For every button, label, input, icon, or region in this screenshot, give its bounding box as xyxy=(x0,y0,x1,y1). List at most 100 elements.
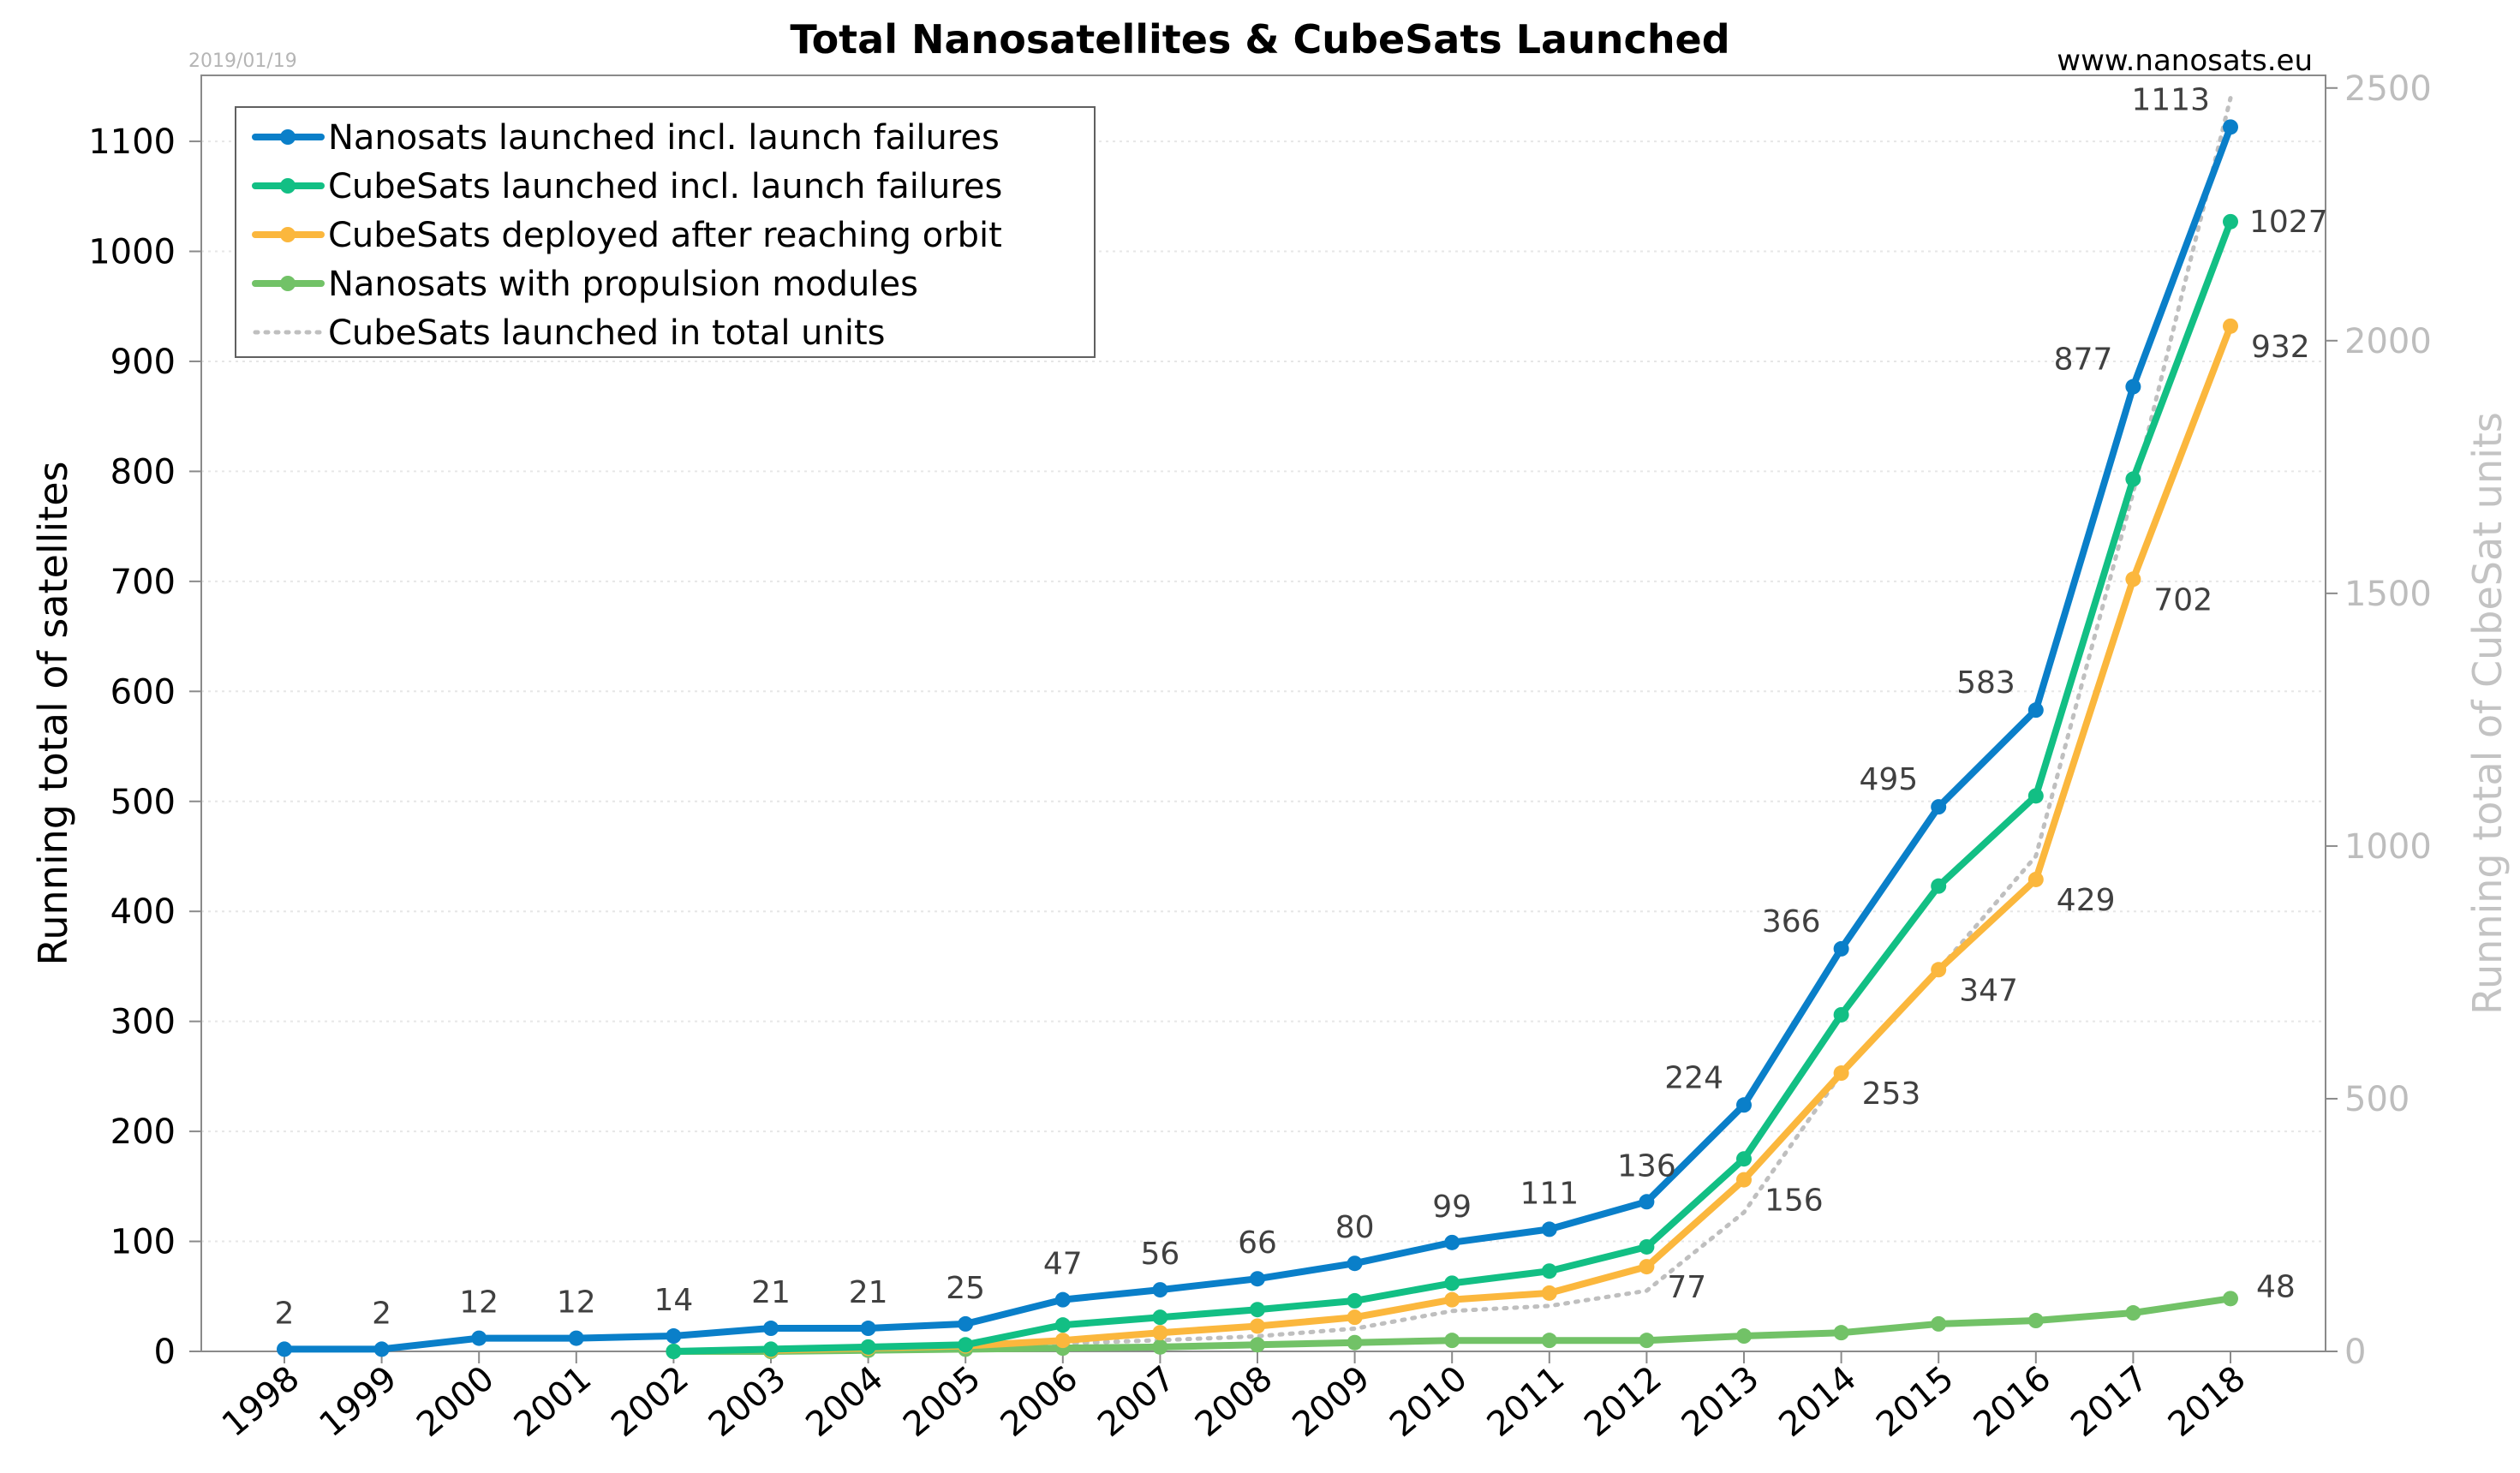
y-tick-label-left: 800 xyxy=(110,452,176,492)
series-point-2 xyxy=(1833,1065,1849,1082)
data-label-nanosats: 14 xyxy=(654,1283,693,1318)
y-tick-label-left: 600 xyxy=(110,672,176,712)
legend-marker-1 xyxy=(280,178,296,194)
series-point-0 xyxy=(2223,119,2238,135)
series-point-2 xyxy=(1054,1333,1071,1349)
data-label-cubesats-deployed: 156 xyxy=(1765,1184,1824,1219)
x-axis: 1998 1999 2000 2001 2002 2003 2004 2005 2006 2007… xyxy=(215,1351,2254,1445)
x-tick-label: 2011 xyxy=(1480,1358,1573,1445)
legend-marker-2 xyxy=(280,227,296,242)
series-point-0 xyxy=(1639,1194,1655,1210)
grid-lines xyxy=(201,140,2326,1243)
legend: Nanosats launched incl. launch failures C… xyxy=(235,106,1096,358)
series-point-1 xyxy=(1931,878,1947,894)
data-label-nanosats: 224 xyxy=(1664,1060,1723,1095)
series-line-1 xyxy=(670,218,2234,1355)
date-stamp: 2019/01/19 xyxy=(188,51,297,72)
series-point-0 xyxy=(1444,1234,1460,1250)
x-tick-label: 2000 xyxy=(409,1358,502,1445)
series-point-1 xyxy=(1250,1302,1265,1318)
series-line-2 xyxy=(767,322,2234,1354)
y-tick-label-left: 300 xyxy=(110,1003,176,1042)
y-tick-label-right: 2500 xyxy=(2344,69,2432,109)
series-point-1 xyxy=(1347,1292,1363,1309)
y-tick-label-left: 400 xyxy=(110,892,176,932)
series-point-1 xyxy=(860,1339,876,1355)
data-label-nanosats: 99 xyxy=(1432,1190,1472,1225)
series-point-0 xyxy=(568,1330,584,1346)
legend-label-2: CubeSats deployed after reaching orbit xyxy=(328,216,1002,255)
data-label-cubesats-deployed: 347 xyxy=(1959,973,2018,1008)
data-label-nanosats: 66 xyxy=(1238,1226,1277,1261)
y-tick-label-left: 200 xyxy=(110,1112,176,1152)
data-label-nanosats: 111 xyxy=(1520,1176,1579,1211)
series-point-1 xyxy=(958,1337,974,1353)
y-axis-left-label: Running total of satellites xyxy=(30,461,76,965)
x-tick-label: 2016 xyxy=(1967,1358,2059,1445)
legend-label-1: CubeSats launched incl. launch failures xyxy=(328,167,1002,206)
series-point-1 xyxy=(2223,213,2238,230)
y-tick-label-right: 500 xyxy=(2344,1080,2410,1119)
series-point-0 xyxy=(860,1321,876,1337)
y-tick-label-right: 1500 xyxy=(2344,575,2432,614)
series-point-0 xyxy=(763,1321,779,1337)
legend-box xyxy=(235,106,1096,358)
data-label-nanosats: 495 xyxy=(1859,762,1918,797)
series-point-3 xyxy=(1736,1328,1752,1345)
series-point-3 xyxy=(2027,1313,2044,1329)
data-label-nanosats: 366 xyxy=(1762,904,1821,939)
x-tick-label: 2003 xyxy=(702,1358,794,1445)
x-tick-label: 2009 xyxy=(1285,1358,1377,1445)
y-tick-label-left: 1100 xyxy=(88,122,176,162)
series-point-3 xyxy=(1541,1333,1557,1349)
series-point-2 xyxy=(2027,871,2044,887)
data-label-cubesats-deployed: 429 xyxy=(2057,883,2116,918)
series-point-2 xyxy=(1250,1318,1265,1334)
series-point-0 xyxy=(277,1341,292,1357)
y-tick-label-left: 100 xyxy=(110,1223,176,1262)
data-label-nanosats: 12 xyxy=(557,1285,596,1321)
series-point-2 xyxy=(1736,1172,1752,1188)
chart-title: Total Nanosatellites & CubeSats Launched xyxy=(790,16,1729,63)
x-tick-label: 2017 xyxy=(2063,1358,2156,1445)
x-tick-label: 2012 xyxy=(1577,1358,1669,1445)
series-point-3 xyxy=(1347,1334,1363,1351)
x-tick-label: 2015 xyxy=(1869,1358,1962,1445)
data-label-nanosats: 56 xyxy=(1140,1237,1179,1272)
data-label-nanosats: 2 xyxy=(275,1296,295,1331)
data-label-nanosats: 12 xyxy=(459,1285,499,1321)
series-point-0 xyxy=(1250,1271,1265,1287)
y-tick-label-right: 1000 xyxy=(2344,827,2432,867)
series-point-2 xyxy=(1347,1309,1363,1326)
series-point-0 xyxy=(1541,1221,1557,1237)
y-tick-label-left: 500 xyxy=(110,783,176,822)
x-tick-label: 2001 xyxy=(507,1358,600,1445)
data-label-cubesats-deployed: 702 xyxy=(2153,582,2212,617)
x-tick-label: 2010 xyxy=(1382,1358,1475,1445)
series-point-1 xyxy=(2125,471,2141,487)
y-axis-right: 0 500 1000 1500 2000 2500 xyxy=(2326,69,2432,1372)
y-axis-right-label: Running total of CubeSat units xyxy=(2464,412,2511,1015)
series-point-3 xyxy=(1444,1333,1460,1349)
legend-marker-0 xyxy=(280,129,296,145)
data-label-nanosats: 25 xyxy=(946,1271,985,1306)
series-point-0 xyxy=(958,1315,974,1332)
source-url: www.nanosats.eu xyxy=(2057,44,2313,78)
series-point-3 xyxy=(1152,1339,1168,1355)
data-label-cubesats-deployed: 253 xyxy=(1862,1076,1921,1112)
series-point-3 xyxy=(2125,1305,2141,1321)
y-tick-label-left: 0 xyxy=(154,1333,176,1372)
series-point-2 xyxy=(1541,1285,1557,1301)
x-tick-label: 2005 xyxy=(896,1358,988,1445)
x-tick-label: 2006 xyxy=(994,1358,1086,1445)
x-tick-label: 1998 xyxy=(215,1358,308,1445)
series-point-1 xyxy=(1639,1238,1655,1255)
x-tick-label: 2018 xyxy=(2161,1358,2254,1445)
data-label-nanosats: 21 xyxy=(751,1275,791,1310)
series-point-3 xyxy=(1931,1315,1947,1332)
series-point-2 xyxy=(2125,571,2141,587)
series-point-0 xyxy=(1833,940,1849,957)
series-point-2 xyxy=(2223,318,2238,334)
series-point-1 xyxy=(1833,1006,1849,1023)
